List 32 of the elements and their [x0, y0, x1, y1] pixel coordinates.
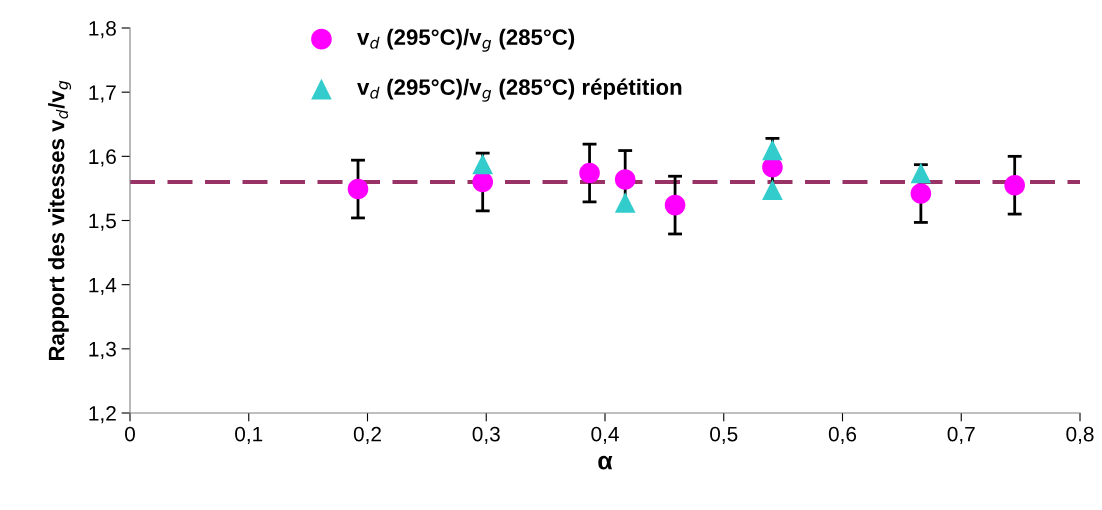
y-tick-label: 1,5 — [89, 213, 116, 231]
x-tick-label: 0,4 — [591, 426, 619, 444]
x-tick-label: 0,5 — [710, 426, 738, 444]
y-tick-label: 1,6 — [89, 149, 116, 167]
point — [762, 139, 783, 161]
y-tick-label: 1,8 — [89, 21, 116, 39]
x-tick-label: 0,2 — [353, 426, 381, 444]
x-tick-label: 0,3 — [472, 426, 500, 444]
y-axis-title: Rapport des vitesses v$_{d}$/v$_{g}$ — [48, 80, 72, 361]
x-axis-title: α — [598, 455, 613, 470]
x-tick-label: 0 — [125, 426, 135, 442]
point — [579, 162, 600, 184]
point — [347, 178, 369, 200]
point — [664, 194, 686, 216]
y-tick-label: 1,4 — [89, 277, 117, 295]
x-tick-label: 0,8 — [1066, 426, 1094, 444]
y-tick-label: 1,7 — [89, 85, 116, 103]
x-tick-label: 0,6 — [828, 426, 857, 444]
x-tick-label: 0,7 — [947, 426, 975, 444]
point — [614, 192, 636, 213]
point — [910, 162, 932, 184]
x-tick-label: 0,1 — [235, 426, 263, 444]
legend-label: v$_{d}$ (295°C)/v$_{g}$ (285°C) — [357, 28, 575, 52]
point — [472, 153, 493, 175]
point — [472, 171, 493, 193]
point — [1004, 174, 1025, 196]
y-tick-label: 1,2 — [89, 406, 116, 424]
point — [910, 183, 932, 204]
y-tick-label: 1,3 — [89, 341, 116, 360]
point — [762, 179, 783, 200]
legend-label: v$_{d}$ (295°C)/v$_{g}$ (285°C) répétition — [357, 78, 682, 102]
point — [614, 169, 636, 190]
